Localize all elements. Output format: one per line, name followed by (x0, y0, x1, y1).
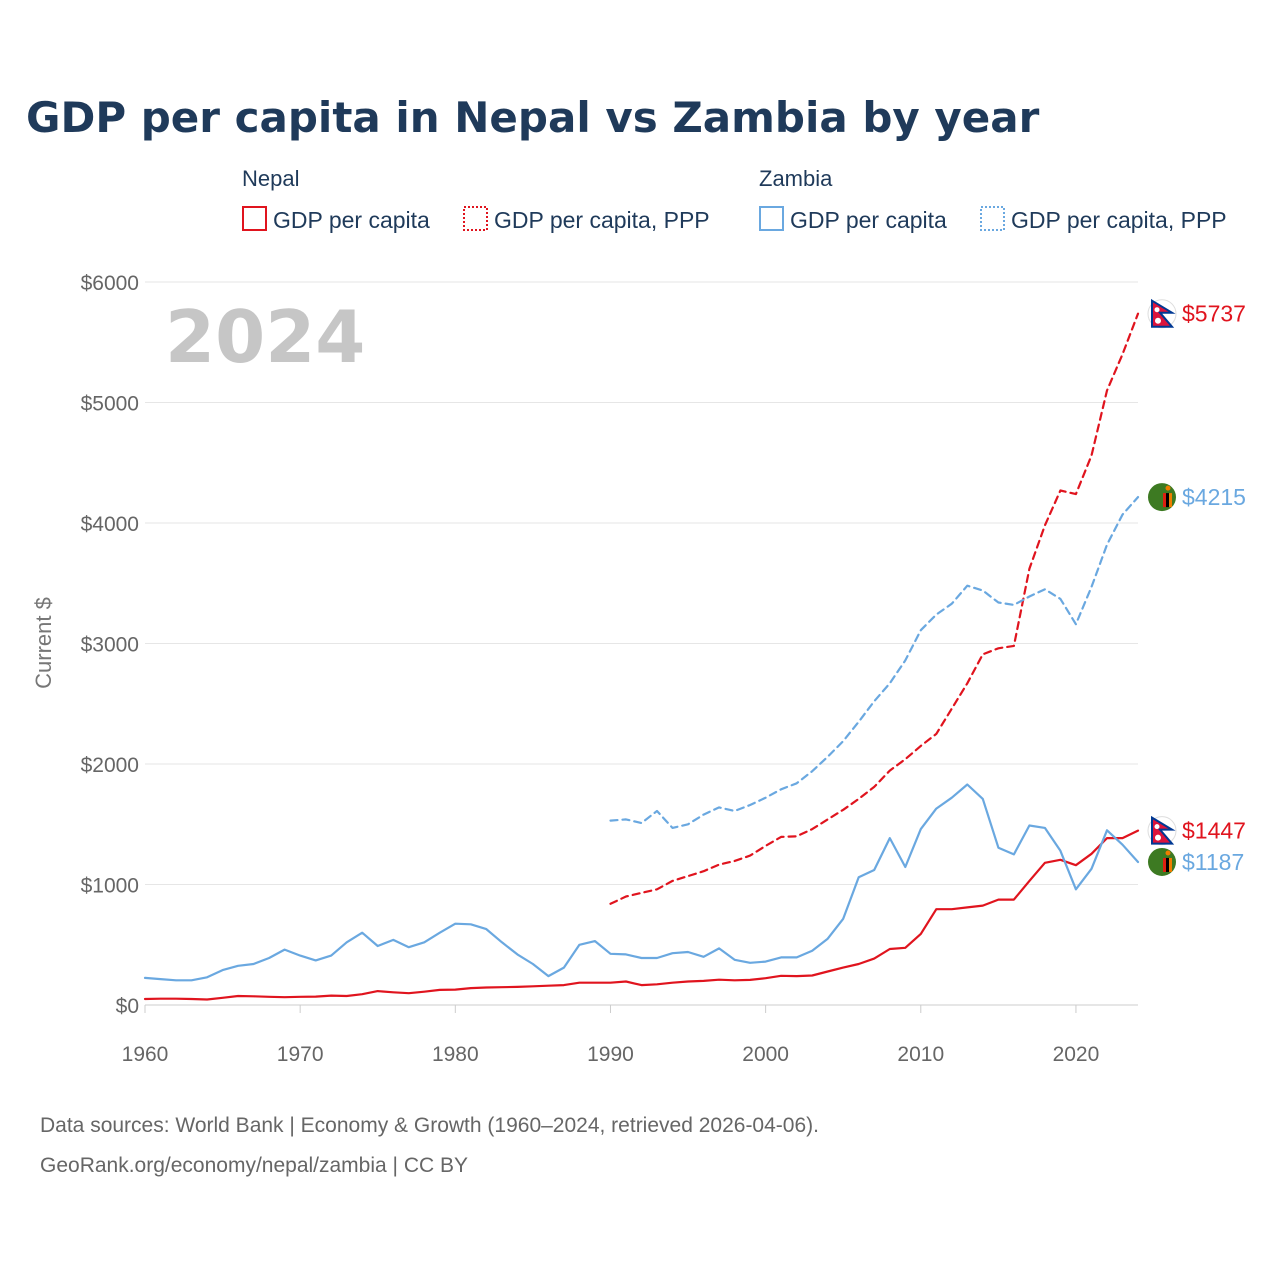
zambia-gdp-per-capita-ppp-line (609, 496, 1140, 830)
x-axis: 1960 1970 1980 1990 2000 2010 2020 (122, 1005, 1100, 1066)
grid (145, 281, 1138, 1006)
zambia-flag-icon (1148, 483, 1176, 512)
legend-label-zambia-ppp: GDP per capita, PPP (1011, 207, 1227, 233)
y-axis: $0 $1000 $2000 $3000 $4000 $5000 $6000 (81, 272, 139, 1018)
y-tick-label: $4000 (81, 513, 139, 536)
legend-swatch-nepal-gdp (242, 206, 267, 231)
flag-eagle (1165, 485, 1171, 491)
nepal-gdp-per-capita-ppp-line (609, 312, 1140, 905)
y-tick-label: $1000 (81, 875, 139, 898)
flag-eagle (1165, 850, 1171, 856)
y-tick-label: $0 (116, 995, 139, 1018)
y-axis-label: Current $ (31, 597, 56, 689)
y-tick-label: $2000 (81, 754, 139, 777)
zambia-gdp-per-capita-line (143, 783, 1140, 982)
footer-sources: Data sources: World Bank | Economy & Gro… (40, 1114, 819, 1137)
legend-swatch-nepal-ppp (463, 206, 488, 231)
flag-stripe-black (1166, 857, 1169, 872)
end-value-label: $1187 (1182, 849, 1244, 875)
x-tick-label: 1960 (122, 1043, 169, 1066)
year-watermark: 2024 (165, 295, 365, 379)
flag-moon (1154, 824, 1160, 830)
flag-stripe-black (1166, 493, 1169, 508)
legend-group-nepal: Nepal (242, 166, 299, 191)
y-tick-label: $3000 (81, 634, 139, 657)
end-value-label: $5737 (1182, 301, 1246, 327)
legend-swatch-zambia-gdp (759, 206, 784, 231)
zambia-flag-icon (1148, 847, 1176, 876)
x-tick-label: 1990 (587, 1043, 634, 1066)
flag-stripe-orange (1169, 493, 1172, 508)
flag-stripe-red (1163, 493, 1166, 508)
legend-label-nepal-gdp: GDP per capita (273, 207, 430, 233)
flag-sun (1155, 834, 1161, 841)
legend: Nepal GDP per capita GDP per capita, PPP… (242, 166, 1227, 233)
series (143, 312, 1140, 1001)
footer-link: GeoRank.org/economy/nepal/zambia | CC BY (40, 1154, 468, 1177)
end-value-label: $4215 (1182, 484, 1246, 510)
x-tick-label: 1980 (432, 1043, 479, 1066)
end-value-label: $1447 (1182, 818, 1246, 844)
y-tick-label: $5000 (81, 393, 139, 416)
chart-title: GDP per capita in Nepal vs Zambia by yea… (26, 93, 1040, 142)
flag-stripe-orange (1169, 857, 1172, 872)
nepal-flag-icon (1147, 298, 1177, 329)
flag-moon (1154, 307, 1160, 313)
nepal-flag-icon (1147, 815, 1177, 846)
legend-label-nepal-ppp: GDP per capita, PPP (494, 207, 710, 233)
y-tick-label: $6000 (81, 272, 139, 295)
nepal-gdp-per-capita-line (143, 829, 1140, 1001)
x-tick-label: 2020 (1053, 1043, 1100, 1066)
flag-sun (1155, 317, 1161, 324)
legend-label-zambia-gdp: GDP per capita (790, 207, 947, 233)
x-tick-label: 2010 (897, 1043, 944, 1066)
legend-group-zambia: Zambia (759, 166, 833, 191)
x-tick-label: 2000 (742, 1043, 789, 1066)
legend-swatch-zambia-ppp (980, 206, 1005, 231)
x-tick-label: 1970 (277, 1043, 324, 1066)
flag-stripe-red (1163, 857, 1166, 872)
end-labels: $5737 $4215 $1447 $1187 (1147, 298, 1246, 876)
